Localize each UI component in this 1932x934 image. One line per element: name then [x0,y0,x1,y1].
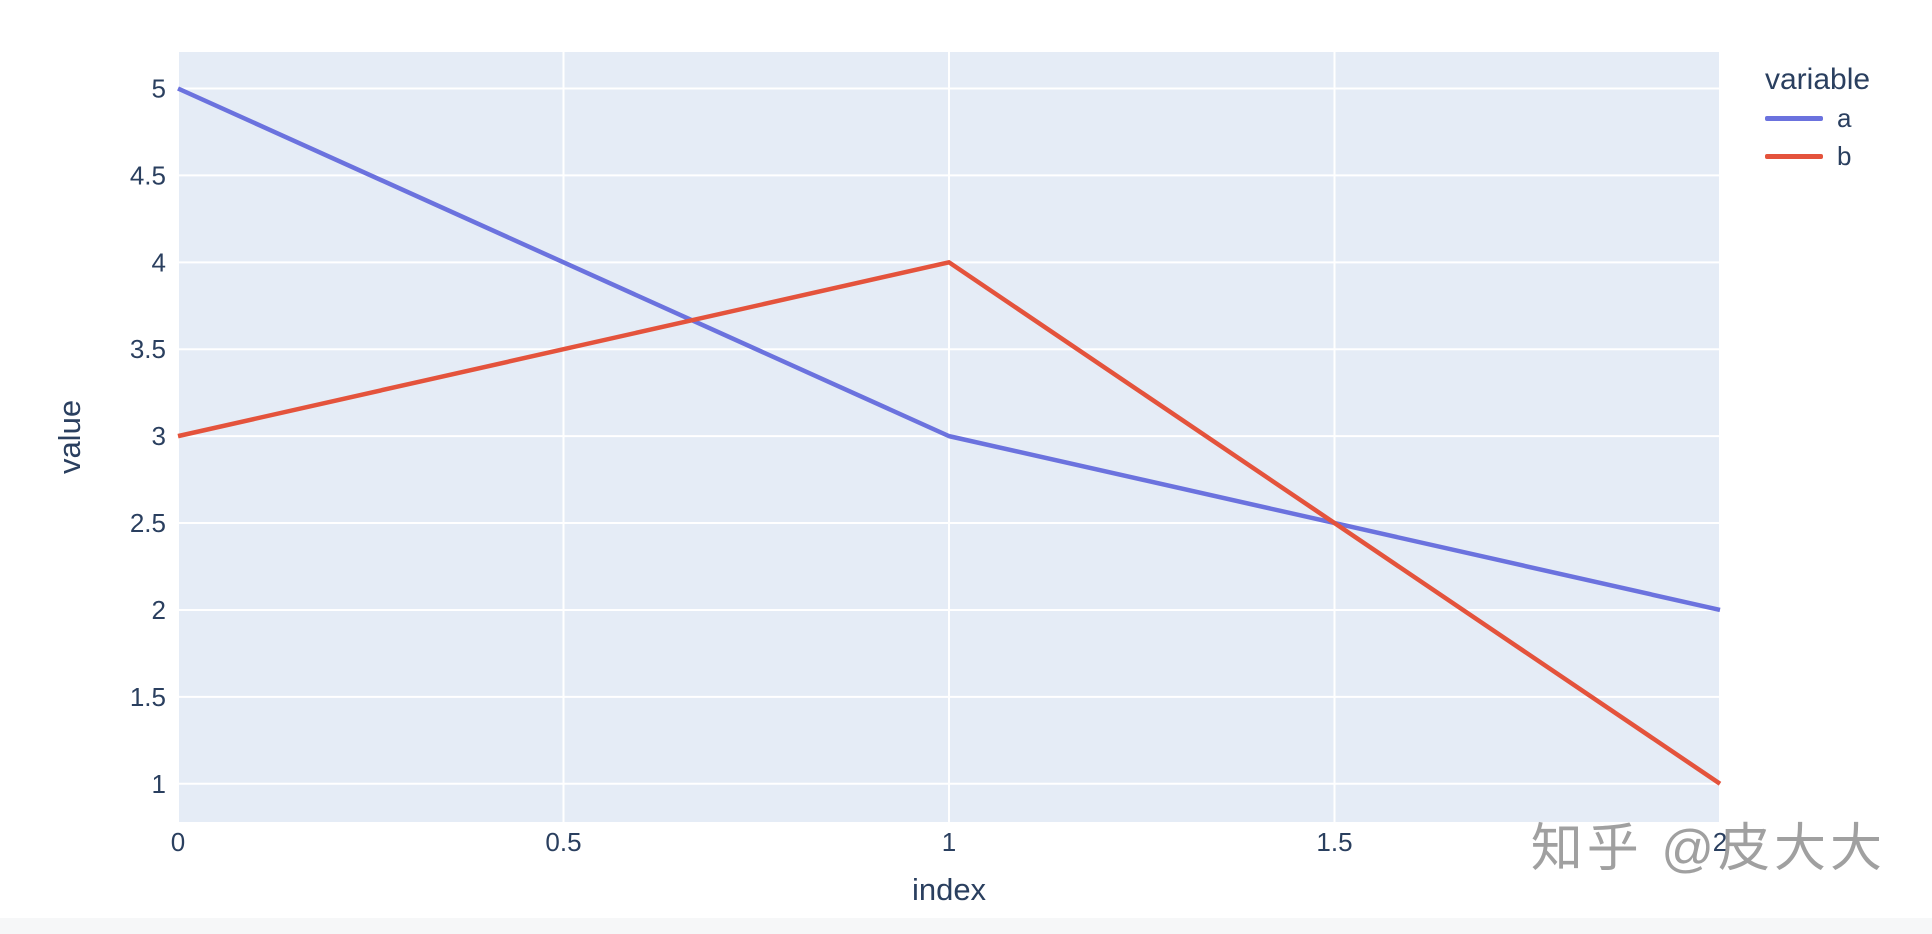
legend-swatch-a [1765,115,1823,121]
y-tick-label: 4 [152,247,166,277]
legend-swatch-b [1765,153,1823,159]
x-axis-title: index [911,872,987,907]
y-tick-label: 3 [152,421,166,451]
y-tick-label: 1.5 [130,682,166,712]
x-tick-label: 1.5 [1316,827,1352,857]
y-tick-label: 3.5 [130,334,166,364]
y-axis-title: value [52,399,87,475]
legend-item-a[interactable]: a [1765,99,1870,137]
x-tick-label: 1 [942,827,956,857]
watermark-zhihu: 知乎 @皮大大 [1530,820,1886,878]
y-tick-label: 4.5 [130,160,166,190]
y-tick-label: 2.5 [130,508,166,538]
series-line-b[interactable] [177,260,1722,786]
y-tick-label: 2 [152,595,166,625]
x-tick-label: 2 [1713,827,1727,857]
legend-item-b[interactable]: b [1765,137,1870,175]
series-line-a[interactable] [177,86,1721,613]
page-footer-strip [0,918,1932,934]
x-tick-label: 0 [171,827,185,857]
x-tick-label: 0.5 [545,827,581,857]
legend-label: b [1837,140,1852,171]
legend-label: a [1837,102,1852,133]
y-tick-label: 1 [152,769,166,799]
y-tick-label: 5 [152,74,166,104]
legend-title: variable [1765,63,1871,96]
